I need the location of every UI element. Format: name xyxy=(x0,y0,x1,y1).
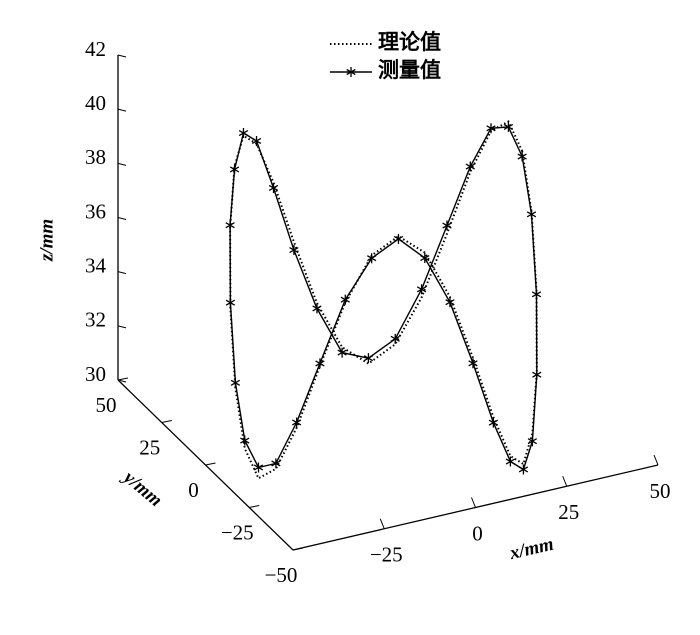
z-tick-label: 30 xyxy=(85,362,106,386)
y-tick xyxy=(249,505,260,508)
star-marker xyxy=(312,303,322,314)
star-marker xyxy=(340,294,350,305)
star-marker xyxy=(238,128,249,139)
z-tick-label: 38 xyxy=(85,145,106,169)
star-marker xyxy=(229,164,240,175)
x-tick xyxy=(471,497,476,508)
star-marker xyxy=(531,289,542,300)
star-marker xyxy=(527,436,538,447)
star-marker xyxy=(488,417,499,428)
z-tick-label: 40 xyxy=(85,91,106,115)
y-tick xyxy=(117,377,129,381)
z-tick xyxy=(117,271,127,275)
star-marker xyxy=(420,253,430,264)
star-marker xyxy=(268,182,279,193)
star-marker xyxy=(225,220,235,231)
y-tick-label: 25 xyxy=(139,435,160,459)
star-marker xyxy=(445,297,455,308)
z-tick xyxy=(117,162,127,166)
star-marker xyxy=(315,358,325,369)
legend-label: 测量值 xyxy=(378,58,441,82)
star-marker xyxy=(505,456,516,467)
z-tick xyxy=(117,325,127,329)
star-marker xyxy=(230,377,241,388)
star-marker xyxy=(253,462,264,473)
star-marker xyxy=(240,435,250,446)
y-tick-label: −25 xyxy=(221,520,254,544)
x-tick-label: 25 xyxy=(558,500,579,524)
star-marker xyxy=(289,245,299,256)
z-tick-label: 34 xyxy=(85,253,107,277)
x-tick xyxy=(562,476,568,487)
y-tick xyxy=(205,462,216,466)
star-marker xyxy=(468,358,478,369)
star-marker xyxy=(271,458,281,469)
x-tick xyxy=(379,518,385,529)
y-tick xyxy=(292,547,304,551)
z-tick xyxy=(117,108,127,112)
z-tick-label: 42 xyxy=(85,37,106,61)
z-tick-label: 32 xyxy=(85,308,106,332)
y-tick-label: 50 xyxy=(96,393,117,417)
x-tick-label: 50 xyxy=(650,479,671,503)
star-marker xyxy=(532,369,542,380)
legend-marker xyxy=(346,67,356,77)
y-tick-label: 0 xyxy=(188,478,199,502)
z-axis-title: z/mm xyxy=(36,219,57,262)
star-marker xyxy=(486,123,496,134)
z-tick xyxy=(117,217,127,220)
star-marker xyxy=(291,417,302,428)
star-marker xyxy=(416,284,427,295)
legend-label: 理论值 xyxy=(378,30,441,54)
star-marker xyxy=(517,151,527,162)
y-axis-title: y/mm xyxy=(118,466,166,511)
star-marker xyxy=(337,347,347,358)
star-marker xyxy=(390,333,400,344)
x-tick xyxy=(653,454,659,466)
z-tick xyxy=(117,379,127,383)
star-marker xyxy=(518,464,529,475)
x-axis-title: x/mm xyxy=(507,534,556,565)
star-marker xyxy=(393,233,404,244)
z-tick-label: 36 xyxy=(85,199,106,223)
y-tick-label: −50 xyxy=(265,563,298,587)
star-marker xyxy=(367,253,377,264)
star-marker xyxy=(225,297,236,308)
series-line xyxy=(229,126,538,471)
star-marker xyxy=(526,209,537,220)
x-tick-label: −25 xyxy=(370,543,403,567)
star-marker xyxy=(363,353,374,364)
star-marker xyxy=(503,121,514,132)
z-tick xyxy=(117,54,127,58)
x-tick-label: 0 xyxy=(472,521,483,545)
star-marker xyxy=(465,161,475,172)
star-marker xyxy=(251,135,262,146)
star-marker xyxy=(442,220,452,231)
y-tick xyxy=(161,420,172,423)
